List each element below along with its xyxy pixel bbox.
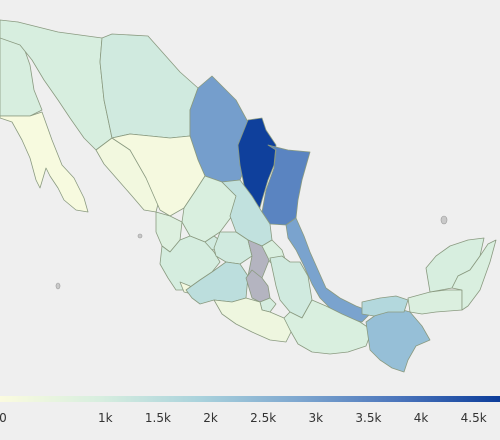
legend-tick-label: 1k [97, 411, 113, 425]
legend-tick-label: 1.5k [144, 411, 171, 425]
state-baja-california-sur[interactable]: Baja California Sur [0, 111, 89, 213]
state-estado-de-mexico[interactable]: Estado de México [245, 269, 271, 303]
state-quintana-roo[interactable]: Quintana Roo [451, 239, 497, 311]
legend-tick-label: 0 [0, 411, 7, 425]
legend-tick-label: 3.5k [355, 411, 382, 425]
state-michoacan[interactable]: Michoacán [185, 261, 249, 305]
legend-tick-label: 3k [308, 411, 324, 425]
island-1 [55, 282, 61, 290]
island-0 [440, 215, 448, 225]
legend-tick-label: 4.5k [460, 411, 487, 425]
legend-tick-label: 2k [203, 411, 218, 425]
state-chihuahua[interactable]: Chihuahua [99, 33, 199, 139]
state-tabasco[interactable]: Tabasco [361, 295, 409, 317]
legend-tick-label: 2.5k [250, 411, 277, 425]
state-campeche[interactable]: Campeche [407, 289, 463, 315]
color-legend: 0 1k 1.5k 2k 2.5k 3k 3.5k 4k 4.5k [0, 392, 500, 440]
states-layer: Baja CaliforniaBaja California SurSonora… [0, 19, 497, 373]
state-guerrero[interactable]: Guerrero [213, 297, 293, 343]
map-canvas: Baja CaliforniaBaja California SurSonora… [0, 19, 497, 373]
legend-tick-label: 4k [413, 411, 429, 425]
island-2 [137, 233, 143, 239]
state-chiapas[interactable]: Chiapas [365, 307, 431, 373]
legend-gradient-bar [0, 396, 500, 402]
